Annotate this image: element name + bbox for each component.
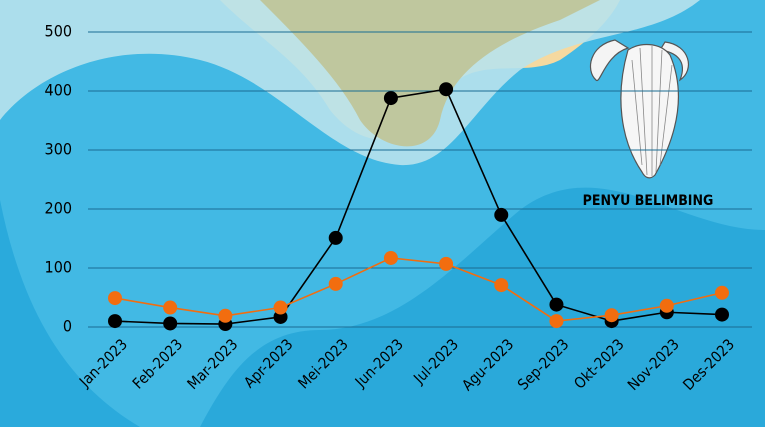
marker (439, 82, 454, 97)
marker (715, 307, 729, 322)
marker (328, 230, 343, 245)
marker (604, 308, 619, 323)
marker (494, 278, 509, 293)
marker (108, 291, 122, 306)
y-tick-label: 0 (63, 317, 72, 336)
marker (549, 297, 564, 312)
background-blob (260, 0, 600, 147)
annotation: PENYU BELIMBING (583, 193, 714, 209)
marker (383, 91, 398, 106)
marker (328, 276, 343, 291)
marker (218, 308, 233, 323)
background-blob (200, 187, 765, 427)
marker (659, 298, 674, 313)
marker (108, 314, 122, 329)
background-blob (0, 200, 140, 427)
turtle-illustration (589, 39, 689, 179)
marker (549, 314, 564, 329)
line (114, 88, 723, 325)
marker (439, 256, 454, 271)
marker (163, 316, 178, 331)
y-tick-label: 400 (45, 81, 72, 100)
y-tick-label: 200 (45, 199, 72, 218)
marker (715, 285, 729, 300)
marker (494, 207, 509, 222)
marker (383, 250, 398, 265)
y-tick-label: 100 (45, 258, 72, 277)
y-tick-label: 300 (45, 140, 72, 159)
marker (273, 300, 288, 315)
line (114, 257, 723, 322)
y-tick-label: 500 (45, 22, 72, 41)
marker (163, 300, 178, 315)
